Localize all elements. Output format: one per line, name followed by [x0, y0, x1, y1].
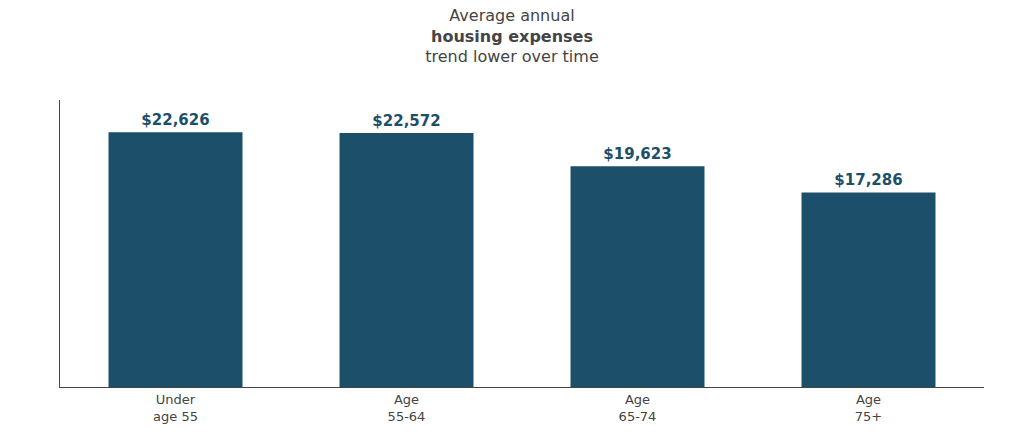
svg-text:Age75+: Age75+ [855, 392, 882, 424]
svg-text:$17,286: $17,286 [834, 171, 902, 189]
svg-text:Underage 55: Underage 55 [153, 392, 198, 424]
svg-text:$22,572: $22,572 [372, 112, 440, 130]
svg-text:$19,623: $19,623 [603, 145, 671, 163]
svg-text:$22,626: $22,626 [141, 111, 209, 129]
svg-text:Age55-64: Age55-64 [388, 392, 426, 424]
svg-text:Average annualhousing expenses: Average annualhousing expensestrend lowe… [425, 6, 598, 67]
svg-text:Age65-74: Age65-74 [619, 392, 657, 424]
